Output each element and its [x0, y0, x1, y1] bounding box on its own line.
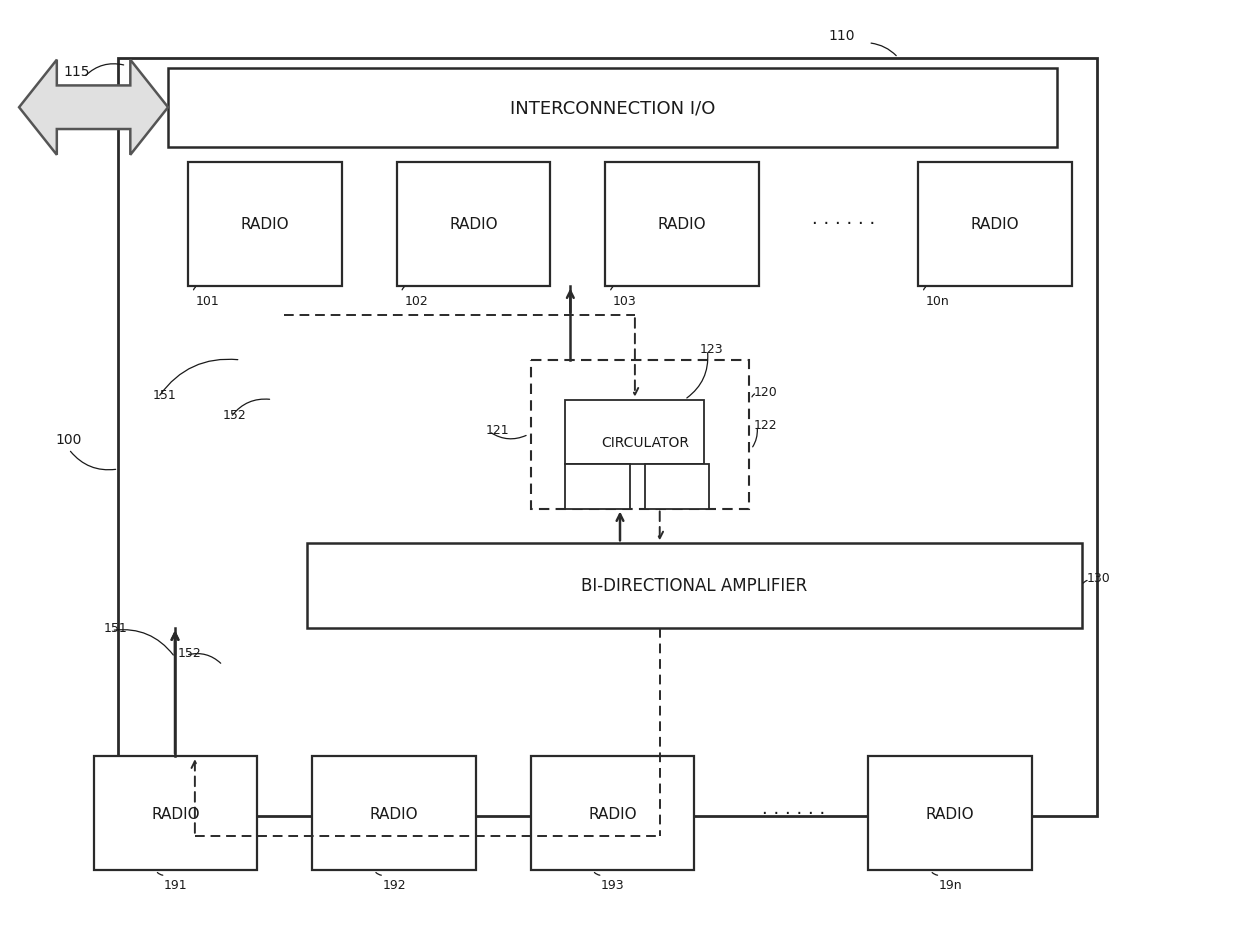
Bar — [531, 756, 694, 870]
Text: RADIO: RADIO — [588, 806, 637, 821]
Text: 192: 192 — [382, 878, 405, 891]
Text: 19n: 19n — [939, 878, 962, 891]
Text: 103: 103 — [613, 294, 637, 307]
Text: 101: 101 — [196, 294, 219, 307]
Bar — [93, 756, 258, 870]
PathPatch shape — [19, 60, 169, 156]
Text: RADIO: RADIO — [241, 217, 289, 232]
Text: 100: 100 — [56, 432, 82, 446]
Text: RADIO: RADIO — [971, 217, 1019, 232]
Text: · · · · · ·: · · · · · · — [812, 215, 875, 233]
Text: 10n: 10n — [926, 294, 950, 307]
Text: INTERCONNECTION I/O: INTERCONNECTION I/O — [510, 99, 715, 117]
Bar — [565, 400, 704, 465]
Text: 115: 115 — [63, 64, 91, 79]
Text: 110: 110 — [828, 29, 856, 43]
Bar — [918, 162, 1071, 287]
Text: 151: 151 — [154, 389, 177, 402]
Text: 191: 191 — [164, 878, 187, 891]
Text: RADIO: RADIO — [449, 217, 497, 232]
Bar — [397, 162, 551, 287]
Text: RADIO: RADIO — [370, 806, 418, 821]
Text: 121: 121 — [486, 423, 510, 436]
Text: CIRCULATOR: CIRCULATOR — [601, 436, 689, 450]
Text: · · · · · ·: · · · · · · — [763, 804, 826, 822]
Text: 122: 122 — [754, 419, 777, 432]
Bar — [169, 69, 1056, 148]
Bar — [308, 544, 1081, 628]
Bar — [605, 162, 759, 287]
Text: BI-DIRECTIONAL AMPLIFIER: BI-DIRECTIONAL AMPLIFIER — [582, 577, 807, 595]
Text: 152: 152 — [223, 408, 247, 421]
Bar — [531, 361, 749, 509]
Bar — [645, 465, 709, 509]
Bar — [312, 756, 476, 870]
Text: 152: 152 — [179, 646, 202, 659]
Text: RADIO: RADIO — [657, 217, 707, 232]
Bar — [868, 756, 1032, 870]
Text: RADIO: RADIO — [151, 806, 200, 821]
Text: 120: 120 — [754, 386, 777, 399]
Bar — [565, 465, 630, 509]
Bar — [188, 162, 342, 287]
Text: 193: 193 — [600, 878, 625, 891]
Text: 130: 130 — [1086, 572, 1111, 585]
Text: 123: 123 — [699, 342, 723, 355]
Text: 102: 102 — [404, 294, 428, 307]
Bar — [118, 58, 1096, 816]
Text: RADIO: RADIO — [926, 806, 975, 821]
Text: 151: 151 — [103, 622, 128, 635]
